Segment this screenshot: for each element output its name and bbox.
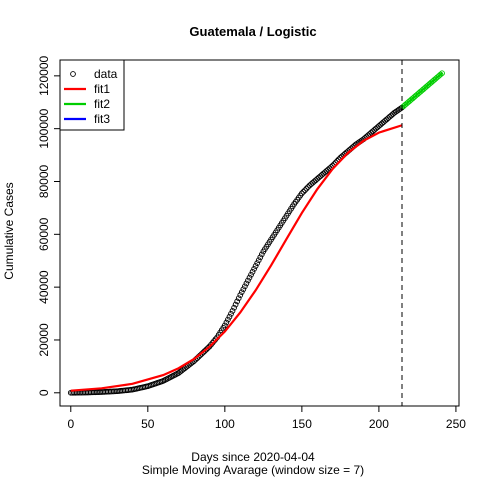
legend-label: fit1 [94, 82, 110, 96]
data-point [251, 266, 257, 272]
y-axis-label: Cumulative Cases [2, 182, 16, 279]
data-point [302, 187, 308, 194]
legend-label: data [94, 67, 118, 81]
legend-box [59, 59, 125, 131]
y-tick-label: 120000 [37, 56, 51, 96]
data-point [201, 348, 208, 354]
chart-title: Guatemala / Logistic [189, 24, 316, 39]
data-point [229, 308, 236, 314]
plot-area [59, 59, 460, 407]
x-tick-label: 0 [67, 417, 74, 431]
y-tick-label: 80000 [37, 164, 51, 198]
x-tick-label: 50 [141, 417, 155, 431]
y-tick-label: 40000 [37, 270, 51, 304]
data-point [300, 188, 307, 195]
data-point [252, 263, 259, 269]
plot-series [67, 70, 445, 396]
data-point [437, 71, 444, 78]
data-point [439, 70, 445, 77]
plot-frame [59, 59, 460, 407]
x-axis: 0 50 100 150 200 250 [67, 406, 466, 431]
series-fit2-line [401, 72, 443, 109]
data-point [258, 251, 265, 258]
data-point [231, 304, 237, 311]
data-point [303, 185, 310, 192]
data-point [226, 313, 233, 320]
y-tick-label: 100000 [37, 108, 51, 148]
data-point [246, 274, 253, 281]
x-tick-label: 200 [369, 417, 389, 431]
data-point [299, 190, 305, 197]
data-point [255, 257, 262, 264]
data-point [305, 184, 311, 190]
data-point [254, 260, 261, 266]
data-point [228, 310, 234, 317]
data-point [237, 292, 244, 298]
data-point [223, 319, 230, 326]
data-point [221, 322, 228, 329]
data-point [245, 277, 251, 284]
x-axis-label: Days since 2020-04-04 [191, 450, 315, 464]
data-point [249, 268, 256, 275]
data-point [257, 254, 264, 261]
x-tick-label: 150 [292, 417, 312, 431]
y-tick-label: 0 [37, 389, 51, 396]
y-axis: 0 20000 40000 60000 80000 100000 120000 [37, 56, 60, 396]
data-point [235, 295, 242, 302]
legend-label: fit2 [94, 97, 110, 111]
y-tick-label: 20000 [37, 323, 51, 357]
data-point [248, 271, 254, 278]
data-point [243, 280, 250, 287]
data-point [234, 298, 241, 305]
y-tick-label: 60000 [37, 217, 51, 251]
data-point [238, 289, 245, 296]
data-point [225, 316, 231, 323]
data-point [232, 301, 239, 308]
x-tick-label: 100 [215, 417, 235, 431]
series-fit1-line [70, 124, 403, 392]
x-tick-label: 250 [446, 417, 466, 431]
data-point [203, 346, 210, 353]
data-point [242, 283, 248, 290]
data-point [205, 345, 211, 351]
legend-marker [70, 71, 76, 77]
legend-label: fit3 [94, 112, 110, 126]
x-axis-subtitle: Simple Moving Avarage (window size = 7) [142, 463, 364, 477]
data-point [240, 286, 247, 293]
